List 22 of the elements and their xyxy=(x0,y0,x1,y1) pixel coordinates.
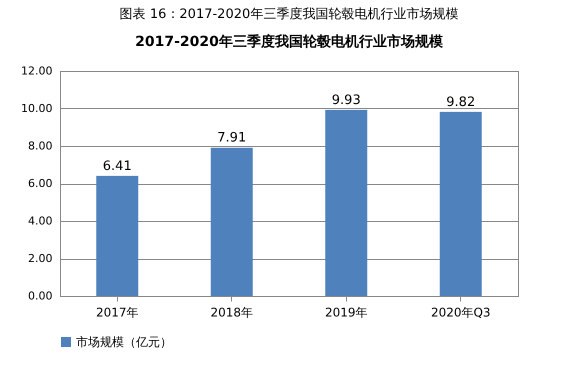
bar xyxy=(210,148,253,296)
y-tick-label: 8.00 xyxy=(28,140,52,152)
data-label: 9.93 xyxy=(332,92,361,108)
legend-label: 市场规模（亿元） xyxy=(76,335,172,349)
chart-subtitle: 2017-2020年三季度我国轮毂电机行业市场规模 xyxy=(135,33,444,50)
bar xyxy=(440,112,482,296)
y-tick-label: 0.00 xyxy=(28,290,52,302)
data-label: 6.41 xyxy=(102,158,132,174)
bar xyxy=(325,110,368,296)
data-label: 9.82 xyxy=(446,94,476,110)
data-label: 7.91 xyxy=(217,130,246,146)
y-tick-label: 6.00 xyxy=(28,177,52,190)
chart-title: 图表 16：2017-2020年三季度我国轮毂电机行业市场规模 xyxy=(120,6,458,22)
y-tick-label: 12.00 xyxy=(21,64,52,78)
y-tick-label: 4.00 xyxy=(28,214,52,228)
x-tick-label: 2017年 xyxy=(96,306,139,320)
x-tick-label: 2020年Q3 xyxy=(430,306,491,320)
y-tick-label: 10.00 xyxy=(21,102,52,115)
x-tick-label: 2018年 xyxy=(210,306,254,320)
y-tick-label: 2.00 xyxy=(28,252,52,265)
x-tick-label: 2019年 xyxy=(324,306,368,320)
bar xyxy=(96,176,138,296)
